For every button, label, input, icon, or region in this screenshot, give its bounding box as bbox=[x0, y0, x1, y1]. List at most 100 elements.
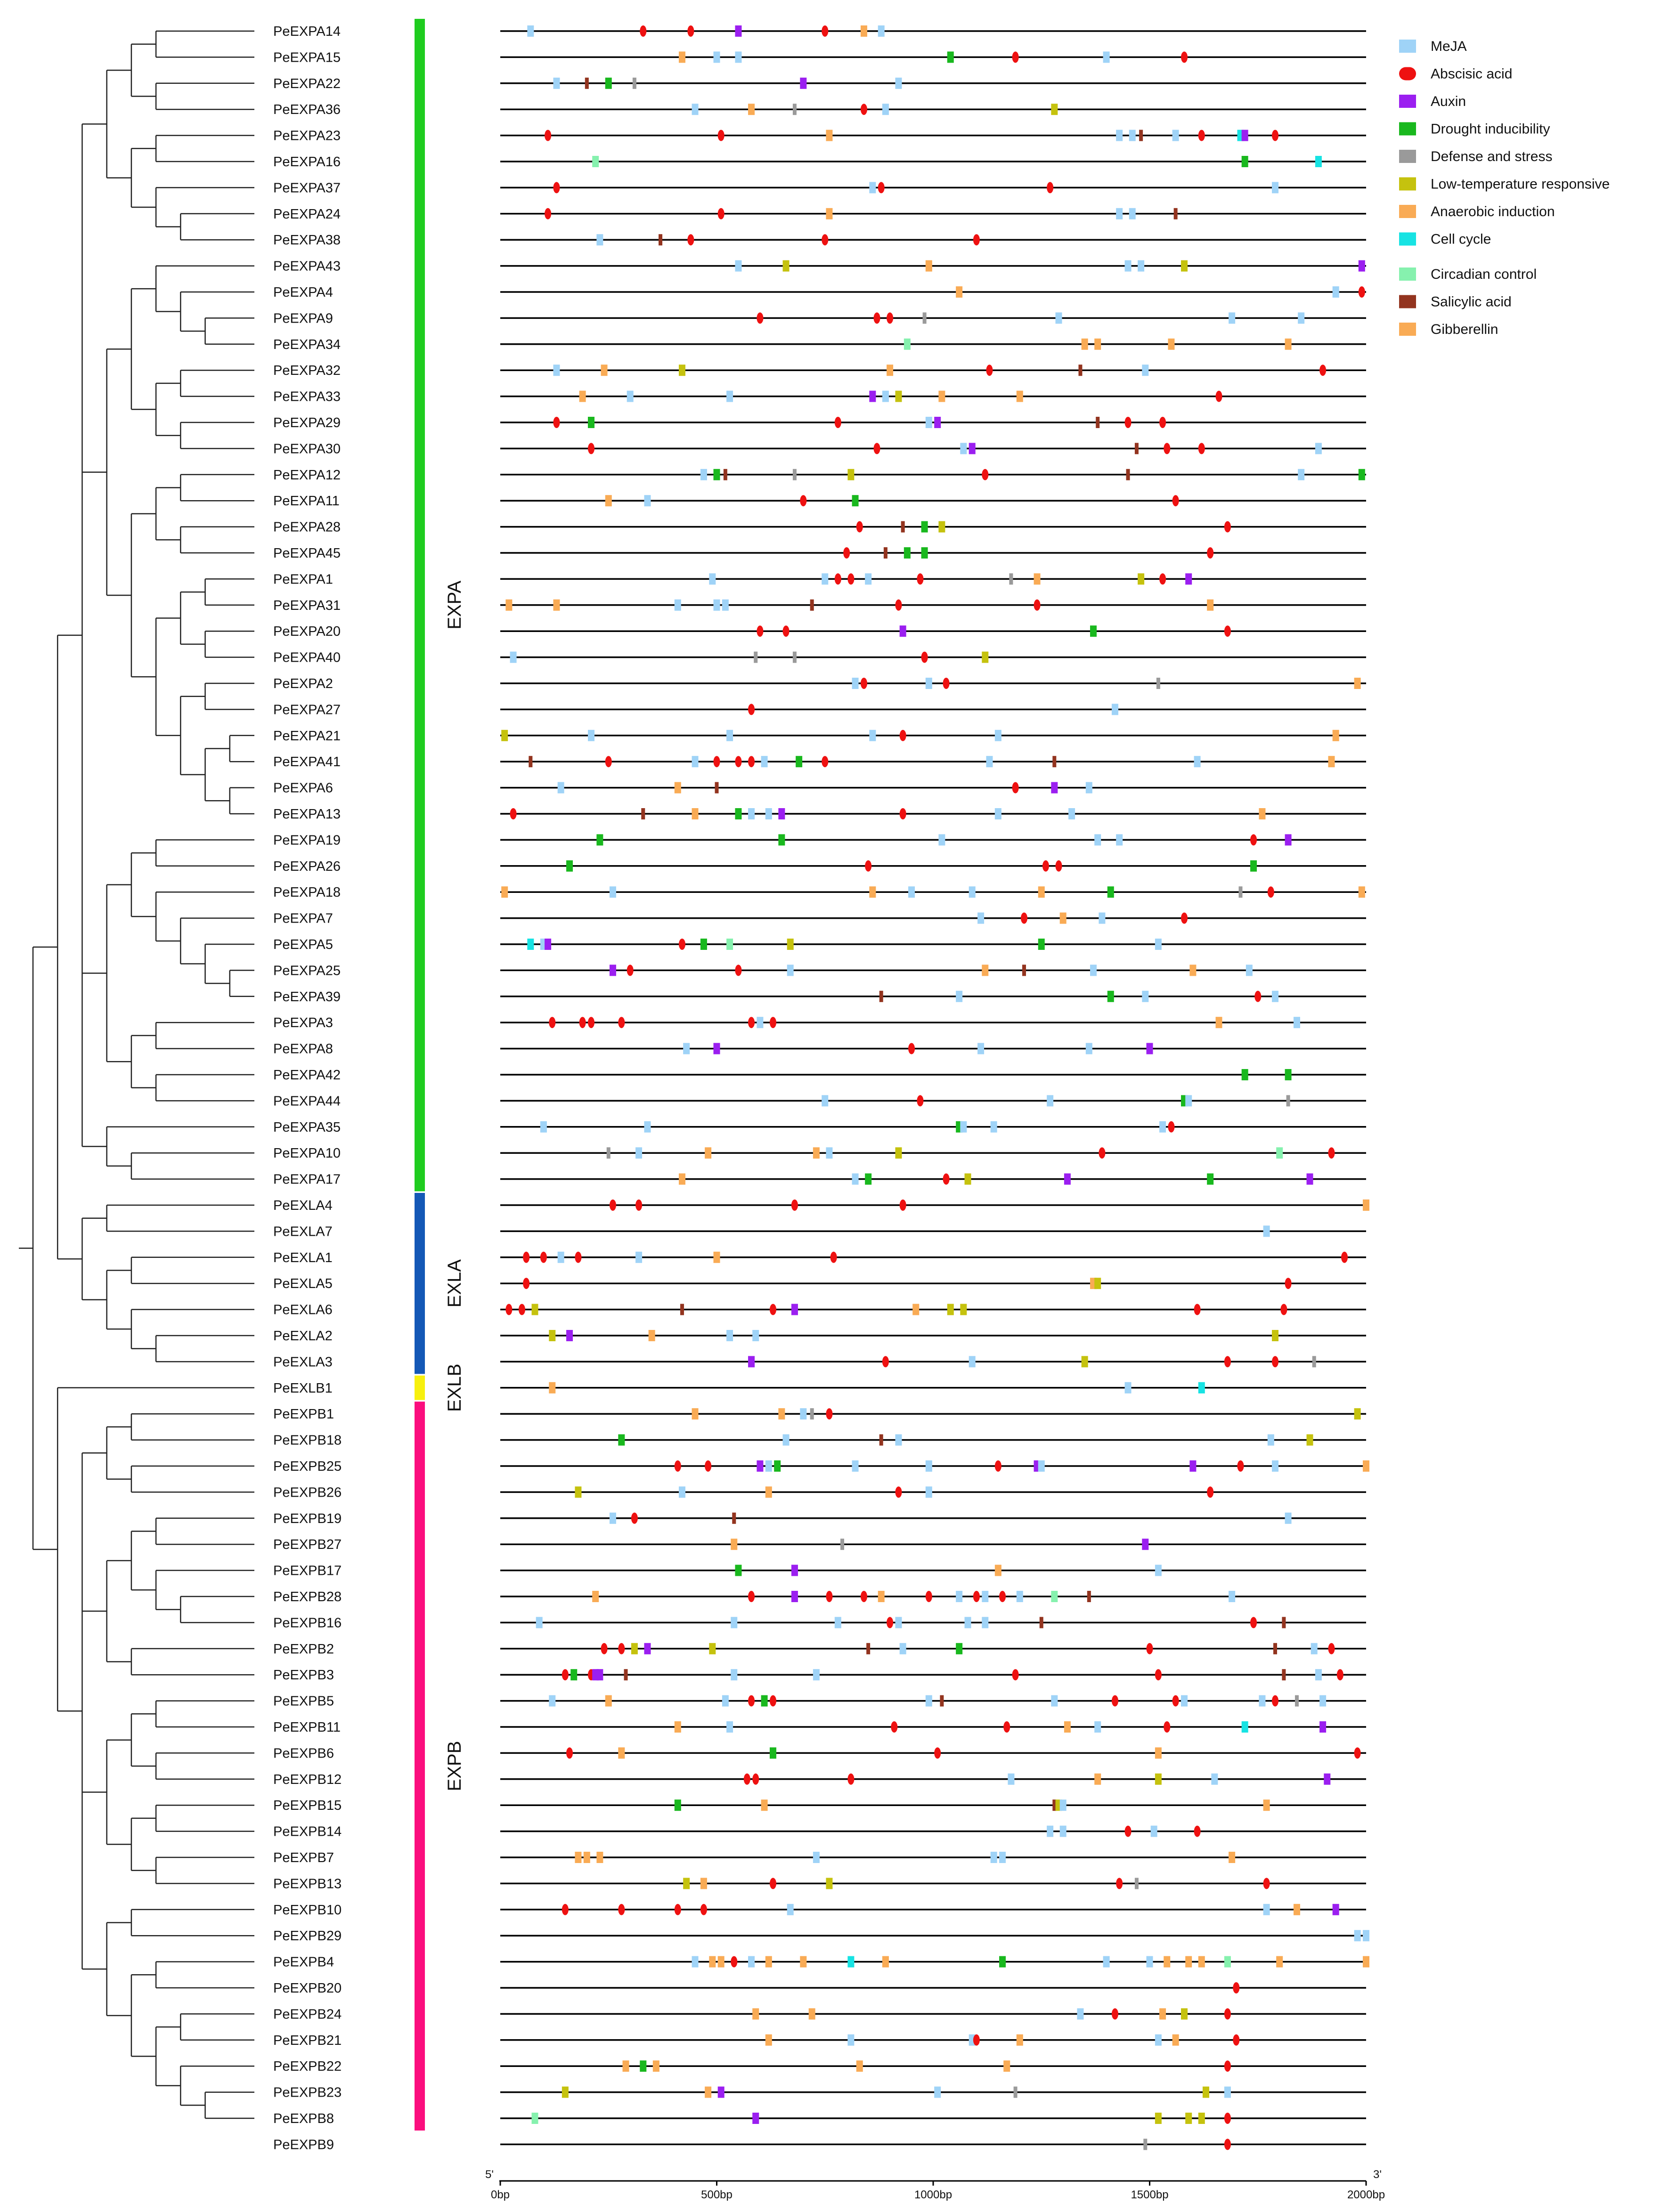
element-anaerobic bbox=[622, 2060, 629, 2072]
promoter-row bbox=[500, 886, 1366, 898]
gene-label: PeEXPA43 bbox=[273, 259, 341, 274]
element-meja bbox=[977, 1043, 985, 1054]
promoter-row bbox=[500, 1539, 1366, 1550]
element-anaerobic bbox=[982, 964, 989, 976]
element-abscisic-acid bbox=[769, 1017, 776, 1029]
element-auxin bbox=[609, 964, 616, 976]
element-abscisic-acid bbox=[609, 1199, 616, 1211]
element-meja bbox=[882, 390, 889, 402]
element-lowtemp bbox=[1155, 1773, 1162, 1785]
element-abscisic-acid bbox=[887, 1617, 894, 1629]
element-abscisic-acid bbox=[860, 104, 867, 115]
element-anaerobic bbox=[765, 2034, 772, 2046]
element-abscisic-acid bbox=[553, 417, 560, 428]
element-anaerobic bbox=[765, 1486, 772, 1498]
element-meja bbox=[1059, 1799, 1067, 1811]
element-meja bbox=[1267, 1434, 1274, 1446]
element-abscisic-acid bbox=[1020, 912, 1027, 924]
element-abscisic-acid bbox=[1099, 1147, 1106, 1159]
promoter-row bbox=[500, 1121, 1366, 1133]
element-defense bbox=[754, 651, 758, 663]
element-salicylic bbox=[1173, 208, 1178, 219]
element-auxin bbox=[1324, 1773, 1331, 1785]
element-auxin bbox=[1051, 782, 1058, 794]
element-meja bbox=[731, 1617, 738, 1629]
element-meja bbox=[587, 729, 594, 741]
element-abscisic-acid bbox=[1164, 443, 1171, 454]
promoter-row bbox=[500, 1799, 1366, 1811]
gene-name-labels: PeEXPA14 PeEXPA15 PeEXPA22 PeEXPA36 PeEXPA23… bbox=[273, 24, 342, 2152]
element-abscisic-acid bbox=[1012, 51, 1019, 63]
gene-label: PeEXPA1 bbox=[273, 572, 333, 587]
element-abscisic-acid bbox=[847, 1773, 855, 1785]
element-auxin bbox=[1306, 1173, 1313, 1185]
gene-label: PeEXPB28 bbox=[273, 1589, 342, 1604]
element-meja bbox=[1298, 312, 1305, 324]
element-meja bbox=[834, 1617, 841, 1629]
element-meja bbox=[536, 1617, 543, 1629]
element-anaerobic bbox=[925, 260, 932, 272]
legend-label: Anaerobic induction bbox=[1431, 204, 1555, 219]
element-lowtemp bbox=[964, 1173, 971, 1185]
gene-label: PeEXPA32 bbox=[273, 363, 341, 378]
element-anaerobic bbox=[813, 1147, 820, 1159]
element-abscisic-acid bbox=[1146, 1643, 1153, 1654]
gene-label: PeEXPB3 bbox=[273, 1668, 334, 1683]
element-abscisic-acid bbox=[887, 312, 894, 324]
gene-label: PeEXPB25 bbox=[273, 1459, 342, 1474]
element-salicylic bbox=[1022, 964, 1026, 976]
element-abscisic-acid bbox=[1237, 1460, 1244, 1472]
axis-tick-label: 0bp bbox=[491, 2188, 510, 2201]
element-anaerobic bbox=[1328, 756, 1335, 768]
element-salicylic bbox=[810, 599, 814, 611]
element-meja bbox=[787, 964, 794, 976]
element-anaerobic bbox=[1276, 1956, 1283, 1968]
element-anaerobic bbox=[826, 208, 833, 219]
element-salicylic bbox=[901, 521, 905, 533]
element-meja bbox=[748, 808, 755, 819]
element-meja bbox=[761, 756, 768, 768]
element-meja bbox=[1319, 1695, 1327, 1707]
element-drought bbox=[1250, 860, 1257, 872]
element-abscisic-acid bbox=[1207, 1486, 1214, 1498]
element-abscisic-acid bbox=[1250, 834, 1257, 846]
element-meja bbox=[938, 834, 945, 846]
legend-swatch bbox=[1399, 177, 1416, 191]
element-meja bbox=[692, 104, 699, 115]
element-anaerobic bbox=[705, 1147, 712, 1159]
element-drought bbox=[735, 808, 742, 819]
element-meja bbox=[1363, 1930, 1369, 1942]
promoter-row bbox=[500, 808, 1366, 819]
promoter-row bbox=[500, 25, 1366, 37]
gene-label: PeEXPA44 bbox=[273, 1094, 341, 1109]
element-circadian bbox=[726, 939, 733, 950]
element-anaerobic bbox=[601, 365, 608, 376]
promoter-row bbox=[500, 1304, 1366, 1315]
gene-label: PeEXPB29 bbox=[273, 1928, 342, 1944]
element-anaerobic bbox=[549, 1382, 556, 1394]
element-abscisic-acid bbox=[769, 1878, 776, 1889]
element-meja bbox=[553, 77, 560, 89]
promoter-row bbox=[500, 1199, 1369, 1211]
promoter-row bbox=[500, 1591, 1366, 1602]
element-salicylic bbox=[659, 234, 663, 246]
element-anaerobic bbox=[1064, 1721, 1071, 1733]
element-meja bbox=[713, 51, 720, 63]
promoter-row bbox=[500, 156, 1366, 167]
element-meja bbox=[553, 365, 560, 376]
element-meja bbox=[1085, 1043, 1092, 1054]
element-anaerobic bbox=[1059, 912, 1067, 924]
element-meja bbox=[895, 77, 902, 89]
element-salicylic bbox=[732, 1512, 736, 1524]
element-salicylic bbox=[879, 1434, 883, 1446]
element-drought bbox=[700, 939, 707, 950]
subfamily-bar bbox=[415, 1193, 425, 1374]
gene-label: PeEXPA16 bbox=[273, 154, 341, 170]
element-circadian bbox=[592, 156, 599, 167]
element-abscisic-acid bbox=[735, 756, 742, 768]
element-meja bbox=[722, 599, 729, 611]
element-anaerobic bbox=[713, 1251, 720, 1263]
promoter-row bbox=[500, 1043, 1366, 1054]
legend-label: Cell cycle bbox=[1431, 232, 1491, 247]
